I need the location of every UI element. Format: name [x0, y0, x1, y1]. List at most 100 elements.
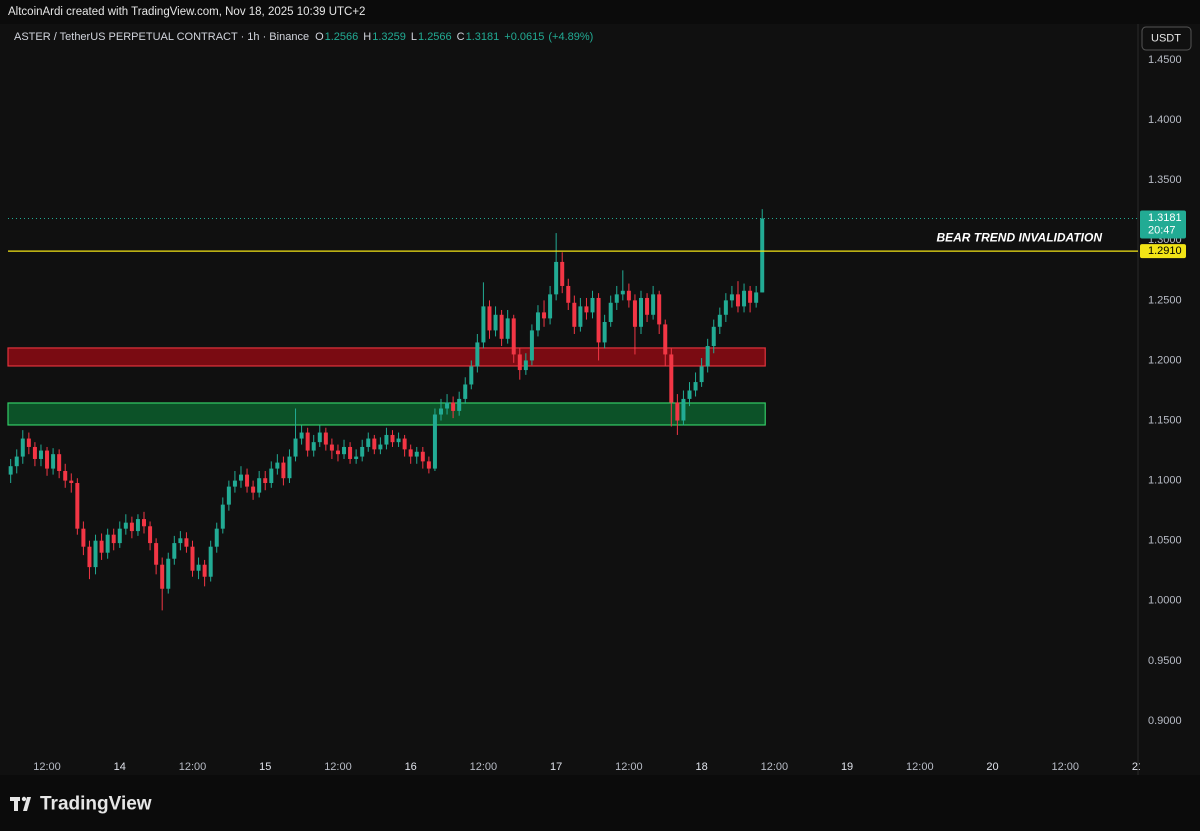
zone: [7, 347, 766, 367]
y-tick-label: 1.2000: [1148, 354, 1182, 366]
candle-body: [257, 478, 262, 493]
candle-body: [675, 402, 680, 421]
y-tick-label: 1.1500: [1148, 414, 1182, 426]
candle-body: [14, 456, 19, 467]
candle-body: [287, 456, 292, 479]
y-tick-label: 1.2500: [1148, 294, 1182, 306]
candle-body: [208, 546, 213, 577]
y-tick-label: 0.9000: [1148, 715, 1182, 727]
candle-body: [469, 366, 474, 385]
candle-body: [354, 456, 359, 459]
candle-body: [117, 528, 122, 544]
candle-body: [184, 538, 189, 547]
candle-body: [251, 486, 256, 493]
candle-body: [523, 360, 528, 371]
candle-body: [263, 478, 268, 484]
candle-body: [639, 297, 644, 327]
edge-mask: [1140, 758, 1200, 775]
logo-icon: [21, 796, 27, 802]
candle-body: [93, 540, 98, 568]
y-tick-label: 1.0500: [1148, 535, 1182, 547]
candle-body: [426, 461, 431, 469]
candle-body: [499, 314, 504, 339]
candle-body: [8, 466, 13, 475]
candle-body: [481, 306, 486, 343]
candle-body: [293, 438, 298, 457]
candle-body: [384, 434, 389, 445]
last-price-label: 1.3181: [1148, 212, 1182, 224]
candle-body: [154, 543, 159, 565]
candle-body: [620, 290, 625, 295]
candle-body: [226, 486, 231, 505]
x-tick-label: 18: [695, 761, 707, 773]
candle-body: [693, 382, 698, 391]
candle-body: [402, 438, 407, 450]
candle-body: [299, 432, 304, 439]
candle-body: [87, 546, 92, 568]
y-tick-label: 1.0000: [1148, 595, 1182, 607]
candle-body: [317, 432, 322, 443]
candle-body: [335, 450, 340, 455]
x-tick-label: 12:00: [761, 761, 789, 773]
candle-body: [735, 294, 740, 307]
candle-body: [348, 446, 353, 459]
candle-body: [729, 294, 734, 301]
candle-body: [463, 384, 468, 399]
candle-body: [451, 402, 456, 411]
legend-value: 1.2566: [418, 31, 452, 43]
level-price-label: 1.2910: [1148, 245, 1182, 257]
candle-body: [505, 318, 510, 339]
candle-body: [432, 414, 437, 469]
candle-body: [305, 432, 310, 451]
candle-body: [135, 519, 140, 532]
candle-body: [238, 474, 243, 481]
candle-body: [705, 346, 710, 367]
logo-text: TradingView: [40, 794, 152, 815]
candle-body: [129, 522, 134, 532]
candle-body: [566, 285, 571, 303]
candle-body: [438, 408, 443, 415]
candle-body: [548, 294, 553, 319]
legend-value: 1.3259: [372, 31, 406, 43]
candle-body: [420, 451, 425, 462]
candle-body: [645, 297, 650, 315]
candle-body: [51, 454, 56, 469]
currency-box[interactable]: [1141, 26, 1192, 51]
candle-body: [372, 438, 377, 450]
y-tick-label: 1.1000: [1148, 475, 1182, 487]
currency[interactable]: USDT: [1151, 32, 1181, 44]
x-tick-label: 12:00: [615, 761, 643, 773]
candle-body: [111, 534, 116, 544]
candle-body: [457, 398, 462, 411]
candle-body: [723, 300, 728, 315]
candle-body: [711, 326, 716, 347]
candle-body: [178, 538, 183, 544]
legend-value: 1.2566: [325, 31, 359, 43]
candle-body: [57, 454, 62, 471]
candle-body: [142, 519, 147, 527]
candle-body: [196, 564, 201, 571]
candle-body: [329, 444, 334, 451]
x-tick-label: 15: [259, 761, 271, 773]
candle-body: [32, 446, 37, 459]
y-tick-label: 1.3500: [1148, 174, 1182, 186]
candle-body: [245, 474, 250, 487]
candle-body: [45, 450, 50, 469]
candle-body: [190, 546, 195, 571]
candle-body: [535, 312, 540, 331]
candle-body: [493, 314, 498, 331]
candle-body: [754, 292, 759, 303]
candle-body: [687, 390, 692, 399]
candle-body: [166, 558, 171, 589]
candle-body: [275, 462, 280, 469]
header-text: AltcoinArdi created with TradingView.com…: [8, 6, 365, 18]
x-tick-label: 12:00: [470, 761, 498, 773]
candle-body: [220, 504, 225, 529]
zone: [7, 402, 766, 426]
candle-body: [75, 483, 80, 529]
candle-body: [632, 300, 637, 327]
logo-icon: [23, 797, 31, 811]
x-tick-label: 19: [841, 761, 853, 773]
candle-body: [590, 297, 595, 313]
